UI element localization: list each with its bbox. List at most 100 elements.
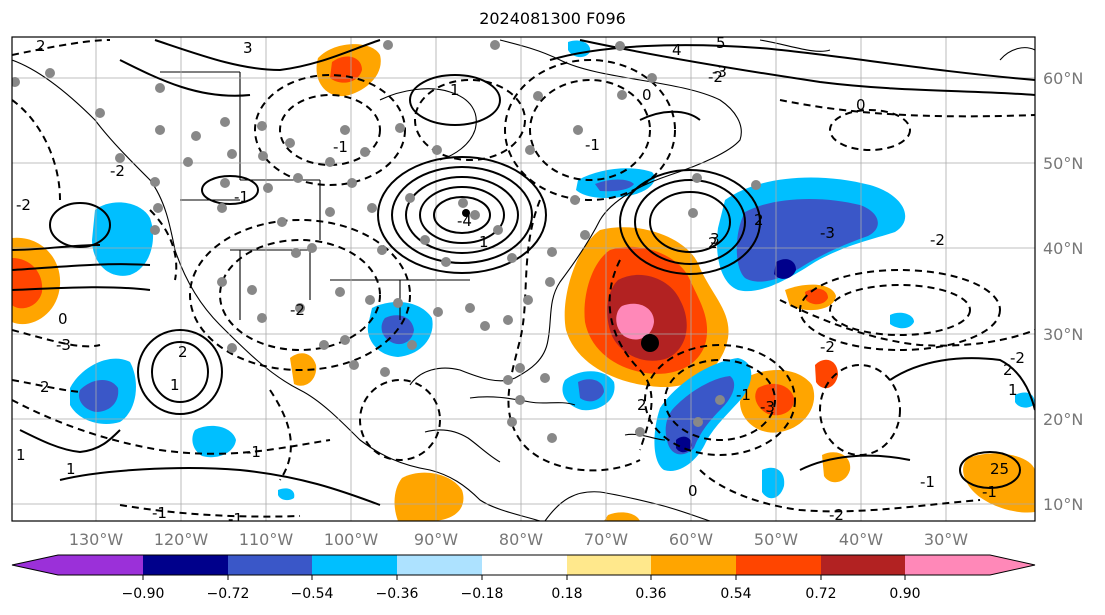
svg-text:0: 0 (856, 96, 866, 114)
colorbar: −0.90 −0.72 −0.54 −0.36 −0.18 0.18 0.36 … (11, 554, 1036, 602)
svg-text:1: 1 (450, 81, 460, 99)
low-center-marker (462, 209, 470, 217)
cold-anomaly-core (578, 379, 604, 402)
svg-text:-2: -2 (110, 162, 125, 180)
map-area (12, 37, 1035, 521)
colorbar-tick-label: −0.18 (461, 586, 504, 602)
cold-anomaly-peak (774, 259, 796, 279)
svg-text:3: 3 (243, 39, 253, 57)
cold-anomaly-region (92, 202, 154, 276)
svg-text:-1: -1 (333, 138, 348, 156)
lon-label: 80°W (499, 530, 543, 549)
contour-lines-negative (12, 39, 1035, 518)
colorbar-segment (990, 555, 1035, 575)
colorbar-tick-label: 0.54 (720, 586, 751, 602)
lon-label: 40°W (839, 530, 883, 549)
svg-text:5: 5 (716, 34, 726, 52)
warm-anomaly-region (394, 472, 464, 521)
svg-text:2: 2 (754, 211, 764, 229)
svg-text:-1: -1 (736, 386, 751, 404)
lon-label: 100°W (324, 530, 379, 549)
svg-text:-2: -2 (708, 68, 723, 86)
svg-text:0: 0 (688, 482, 698, 500)
cold-anomaly-region (192, 425, 236, 458)
warm-anomaly-peak (616, 303, 654, 340)
colorbar-segment (651, 555, 736, 575)
latitude-labels: 60°N 50°N 40°N 30°N 20°N 10°N (1043, 69, 1083, 514)
cold-anomaly-core (665, 376, 735, 455)
lon-label: 130°W (69, 530, 124, 549)
contour-lines-positive (12, 39, 1035, 506)
map-title: 2024081300 F096 (479, 9, 626, 28)
svg-text:2: 2 (708, 234, 718, 252)
svg-text:-2: -2 (829, 506, 844, 524)
svg-text:-3: -3 (56, 336, 71, 354)
svg-text:-1: -1 (982, 483, 997, 501)
warm-anomaly-core (12, 258, 43, 309)
svg-text:-2: -2 (1010, 349, 1025, 367)
lon-label: 70°W (584, 530, 628, 549)
svg-text:-4: -4 (457, 212, 472, 230)
cold-anomaly-core (736, 198, 878, 282)
storm-center-marker (641, 334, 659, 352)
svg-text:-1: -1 (234, 188, 249, 206)
lat-label: 10°N (1043, 495, 1083, 514)
colorbar-segment (228, 555, 312, 575)
svg-text:-3: -3 (760, 398, 775, 416)
svg-text:-2: -2 (290, 301, 305, 319)
svg-text:0: 0 (642, 86, 652, 104)
colorbar-segment (312, 555, 397, 575)
svg-text:1: 1 (66, 460, 76, 478)
cold-anomaly-core (78, 379, 119, 412)
svg-text:2: 2 (36, 37, 46, 55)
colorbar-segment (567, 555, 651, 575)
colorbar-tick-label: 0.18 (551, 586, 582, 602)
colorbar-segment (58, 555, 143, 575)
lon-label: 30°W (924, 530, 968, 549)
colorbar-tick-label: 0.90 (889, 586, 920, 602)
lon-label: 110°W (239, 530, 294, 549)
colorbar-segment (12, 555, 58, 575)
svg-text:1: 1 (170, 376, 180, 394)
svg-text:2: 2 (40, 378, 50, 396)
svg-text:-2: -2 (820, 338, 835, 356)
svg-text:4: 4 (672, 41, 682, 59)
colorbar-tick-label: −0.54 (291, 586, 334, 602)
svg-text:1: 1 (16, 446, 26, 464)
svg-text:2: 2 (1003, 361, 1013, 379)
observation-points (12, 40, 761, 443)
svg-text:1: 1 (1008, 381, 1018, 399)
svg-text:2: 2 (178, 343, 188, 361)
svg-text:2: 2 (637, 396, 647, 414)
svg-text:0: 0 (58, 310, 68, 328)
lon-label: 60°W (669, 530, 713, 549)
svg-text:-1: -1 (246, 443, 261, 461)
colorbar-segment (397, 555, 482, 575)
svg-text:1: 1 (479, 233, 489, 251)
colorbar-segment (905, 555, 990, 575)
svg-text:-2: -2 (930, 231, 945, 249)
lat-label: 60°N (1043, 69, 1083, 88)
lon-label: 50°W (754, 530, 798, 549)
svg-text:-1: -1 (585, 136, 600, 154)
lat-label: 40°N (1043, 239, 1083, 258)
svg-text:25: 25 (990, 460, 1009, 478)
svg-text:-3: -3 (820, 224, 835, 242)
colorbar-tick-label: 0.72 (805, 586, 836, 602)
lat-label: 50°N (1043, 154, 1083, 173)
svg-text:-2: -2 (16, 196, 31, 214)
svg-text:-1: -1 (152, 504, 167, 522)
svg-text:-1: -1 (228, 510, 243, 528)
warm-anomaly-core (805, 288, 828, 305)
colorbar-tick-label: −0.36 (376, 586, 419, 602)
lon-label: 120°W (154, 530, 209, 549)
longitude-labels: 130°W 120°W 110°W 100°W 90°W 80°W 70°W 6… (69, 530, 968, 549)
cold-anomaly-core (595, 179, 634, 192)
svg-text:3: 3 (710, 230, 720, 248)
map-frame (11, 36, 1036, 522)
lon-label: 90°W (414, 530, 458, 549)
gridlines (12, 37, 1035, 521)
lat-label: 30°N (1043, 325, 1083, 344)
colorbar-segment (143, 555, 228, 575)
